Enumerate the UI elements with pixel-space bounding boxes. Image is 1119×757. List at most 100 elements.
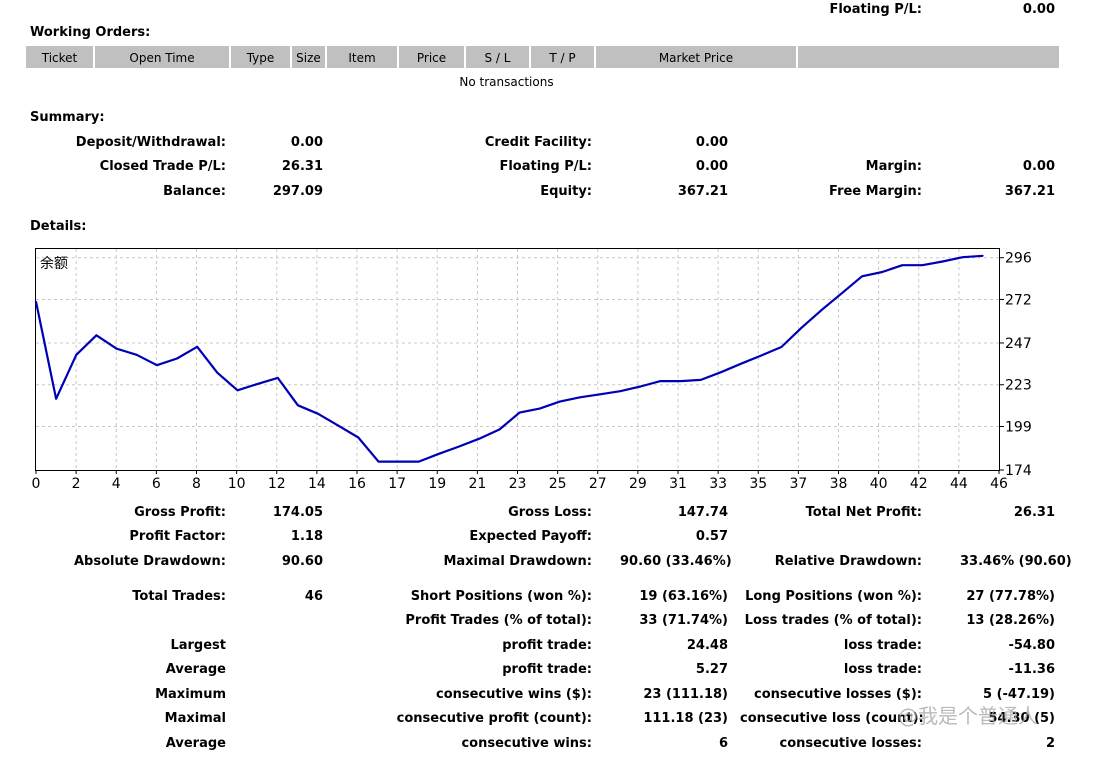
details-value-r9-c2: 2 <box>1045 736 1055 751</box>
details-label-r0-c2: Total Net Profit: <box>805 505 922 520</box>
balance-point <box>760 354 763 357</box>
summary-deposit-label: Deposit/Withdrawal: <box>75 135 226 150</box>
details-label-r0-c0: Gross Profit: <box>134 505 226 520</box>
details-label-r8-c2: consecutive loss (count): <box>740 711 924 726</box>
col-take-profit[interactable]: T / P <box>531 46 596 68</box>
balance-point <box>659 380 662 382</box>
summary-free-margin-value: 367.21 <box>1004 184 1055 199</box>
details-value-r5-c2: -54.80 <box>1008 638 1055 653</box>
balance-point <box>921 264 924 266</box>
x-tick-label: 19 <box>428 476 446 492</box>
details-value-r6-c2: -11.36 <box>1008 662 1055 677</box>
details-value-r2-c0: 90.60 <box>281 554 323 569</box>
balance-point <box>901 264 904 266</box>
balance-point <box>297 404 299 407</box>
summary-floating-pl-value: 0.00 <box>695 159 728 174</box>
summary-balance-value: 297.09 <box>272 184 323 199</box>
details-label-r7-c0: Maximum <box>155 687 226 702</box>
balance-point <box>538 407 541 410</box>
details-value-r1-c1: 0.57 <box>695 529 728 544</box>
balance-point <box>599 393 601 396</box>
details-value-r0-c0: 174.05 <box>272 505 323 520</box>
orders-empty-message: No transactions <box>459 75 554 89</box>
x-tick-label: 10 <box>228 476 246 492</box>
details-value-r2-c2: 33.46% (90.60) <box>960 554 1072 569</box>
balance-point <box>841 292 843 295</box>
x-tick-label: 25 <box>549 476 567 492</box>
balance-point <box>458 445 460 448</box>
col-type[interactable]: Type <box>231 46 292 68</box>
col-item[interactable]: Item <box>327 46 399 68</box>
details-value-r5-c1: 24.48 <box>686 638 728 653</box>
balance-point <box>679 380 682 382</box>
chart-title: 余额 <box>40 255 68 272</box>
balance-point <box>498 428 501 431</box>
balance-point <box>55 398 57 400</box>
details-label-r7-c1: consecutive wins ($): <box>435 687 592 702</box>
details-value-r7-c2: 5 (-47.19) <box>983 687 1055 702</box>
details-value-r6-c1: 5.27 <box>695 662 728 677</box>
y-tick-label: 223 <box>1005 378 1032 394</box>
x-tick-label: 21 <box>468 476 486 492</box>
balance-point <box>95 334 98 337</box>
y-tick-label: 247 <box>1005 336 1032 352</box>
col-size[interactable]: Size <box>292 46 327 68</box>
balance-point <box>559 400 561 403</box>
details-label-r0-c1: Gross Loss: <box>508 505 592 520</box>
x-tick-label: 16 <box>348 476 366 492</box>
balance-point <box>75 354 78 356</box>
x-tick-label: 37 <box>789 476 807 492</box>
balance-series-line <box>34 254 983 463</box>
x-tick-label: 33 <box>709 476 727 492</box>
details-label-r5-c0: Largest <box>170 638 226 653</box>
balance-point <box>961 256 964 258</box>
balance-point <box>176 357 178 360</box>
orders-table-header: Ticket Open Time Type Size Item Price S … <box>26 46 1059 68</box>
details-value-r3-c1: 19 (63.16%) <box>639 589 728 604</box>
balance-point <box>820 309 823 311</box>
details-label-r2-c2: Relative Drawdown: <box>774 554 922 569</box>
x-tick-label: 2 <box>72 476 81 492</box>
summary-credit-label: Credit Facility: <box>484 135 592 150</box>
balance-point <box>579 396 581 399</box>
summary-balance-label: Balance: <box>163 184 226 199</box>
balance-point <box>357 436 360 439</box>
details-label-r1-c0: Profit Factor: <box>129 529 226 544</box>
y-tick-label: 199 <box>1005 419 1032 435</box>
details-label-r6-c0: Average <box>165 662 226 677</box>
col-stop-loss[interactable]: S / L <box>466 46 531 68</box>
details-label-r9-c1: consecutive wins: <box>461 736 592 751</box>
details-label-r4-c2: Loss trades (% of total): <box>744 613 922 628</box>
details-label-r6-c1: profit trade: <box>502 662 592 677</box>
watermark: @我是个普通人 <box>898 704 1038 728</box>
summary-floating-pl-label: Floating P/L: <box>499 159 592 174</box>
col-price[interactable]: Price <box>399 46 466 68</box>
details-value-r3-c0: 46 <box>304 589 323 604</box>
details-label-r8-c0: Maximal <box>164 711 226 726</box>
details-title: Details: <box>30 219 87 234</box>
balance-point <box>478 437 481 440</box>
balance-point <box>337 424 339 427</box>
x-tick-label: 6 <box>152 476 161 492</box>
col-market-price[interactable]: Market Price <box>596 46 798 68</box>
details-value-r2-c1: 90.60 (33.46%) <box>620 554 732 569</box>
details-value-r9-c1: 6 <box>718 736 728 751</box>
balance-point <box>115 347 118 350</box>
details-label-r3-c0: Total Trades: <box>132 589 226 604</box>
details-value-r8-c1: 111.18 (23) <box>643 711 728 726</box>
summary-closed-pl-label: Closed Trade P/L: <box>99 159 226 174</box>
col-ticket[interactable]: Ticket <box>26 46 95 68</box>
balance-point <box>216 371 219 374</box>
x-tick-label: 4 <box>112 476 121 492</box>
balance-point <box>881 271 883 273</box>
details-label-r1-c1: Expected Payoff: <box>469 529 592 544</box>
balance-point <box>236 389 239 392</box>
details-label-r5-c1: profit trade: <box>502 638 592 653</box>
top-floating-pl-label: Floating P/L: <box>829 2 922 17</box>
details-value-r4-c1: 33 (71.74%) <box>639 613 728 628</box>
x-tick-label: 0 <box>32 476 41 492</box>
col-open-time[interactable]: Open Time <box>95 46 231 68</box>
balance-point <box>861 275 863 278</box>
details-label-r9-c2: consecutive losses: <box>779 736 922 751</box>
